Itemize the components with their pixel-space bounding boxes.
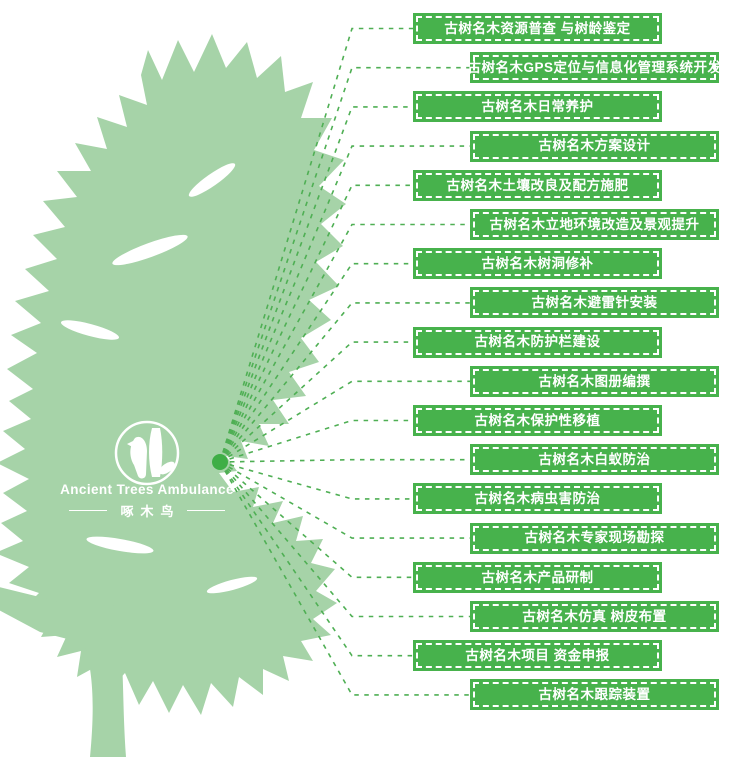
service-banner-border: 古树名木方案设计 — [473, 133, 716, 159]
connector-line-4 — [219, 145, 470, 463]
service-banner-border: 古树名木病虫害防治 — [416, 486, 659, 512]
service-banner-label: 古树名木避雷针安装 — [531, 295, 658, 311]
connector-line-6 — [219, 223, 470, 463]
logo-rule-left — [69, 510, 108, 511]
service-banner-border: 古树名木日常养护 — [416, 94, 659, 120]
service-banner-label: 古树名木白蚁防治 — [538, 451, 651, 467]
service-banner-label: 古树名木方案设计 — [538, 138, 651, 154]
service-banner-border: 古树名木图册编撰 — [473, 368, 716, 394]
service-banner-label: 古树名木GPS定位与信息化管理系统开发 — [467, 59, 722, 75]
service-banner-border: 古树名木资源普查 与树龄鉴定 — [416, 16, 659, 41]
service-banner-10: 古树名木图册编撰 — [470, 365, 719, 397]
service-banner-11: 古树名木保护性移植 — [413, 405, 662, 436]
service-banner-3: 古树名木日常养护 — [413, 91, 662, 123]
service-banner-label: 古树名木日常养护 — [481, 99, 594, 115]
service-banner-border: 古树名木专家现场勘探 — [473, 525, 716, 551]
service-banner-17: 古树名木项目 资金申报 — [413, 640, 662, 672]
service-banner-border: 古树名木防护栏建设 — [416, 329, 659, 355]
service-banner-border: 古树名木树洞修补 — [416, 251, 659, 277]
service-banner-label: 古树名木病虫害防治 — [474, 491, 601, 507]
service-banner-border: 古树名木产品研制 — [416, 564, 659, 590]
service-banner-8: 古树名木避雷针安装 — [470, 287, 719, 319]
service-banner-label: 古树名木产品研制 — [481, 569, 594, 585]
service-banner-6: 古树名木立地环境改造及景观提升 — [470, 209, 719, 240]
service-banner-7: 古树名木树洞修补 — [413, 248, 662, 280]
connector-line-1 — [219, 27, 413, 463]
connector-line-12 — [219, 458, 470, 463]
service-banner-16: 古树名木仿真 树皮布置 — [470, 601, 719, 632]
connector-line-10 — [219, 380, 470, 463]
service-banner-18: 古树名木跟踪装置 — [470, 679, 719, 711]
service-banner-label: 古树名木防护栏建设 — [474, 334, 601, 350]
service-banner-label: 古树名木专家现场勘探 — [524, 530, 665, 546]
service-banner-4: 古树名木方案设计 — [470, 130, 719, 162]
woodpecker-icon — [114, 420, 180, 486]
service-banner-1: 古树名木资源普查 与树龄鉴定 — [413, 13, 662, 44]
service-banner-border: 古树名木保护性移植 — [416, 408, 659, 433]
hub-dot — [212, 454, 228, 470]
service-banner-border: 古树名木跟踪装置 — [473, 682, 716, 708]
connector-lines — [219, 27, 470, 696]
logo-name-cn: 啄木鸟 — [120, 504, 181, 519]
canopy-texture — [60, 163, 258, 594]
tree-branch — [0, 587, 118, 646]
connector-line-5 — [219, 184, 413, 463]
connector-line-16 — [219, 461, 470, 618]
service-banner-5: 古树名木土壤改良及配方施肥 — [413, 169, 662, 201]
service-banner-border: 古树名木立地环境改造及景观提升 — [473, 212, 716, 237]
connector-line-17 — [219, 461, 413, 657]
service-banner-9: 古树名木防护栏建设 — [413, 326, 662, 358]
service-banner-label: 古树名木保护性移植 — [474, 412, 601, 428]
service-banner-label: 古树名木图册编撰 — [538, 373, 651, 389]
service-banner-label: 古树名木跟踪装置 — [538, 687, 651, 703]
service-banner-label: 古树名木土壤改良及配方施肥 — [446, 177, 629, 193]
service-banner-2: 古树名木GPS定位与信息化管理系统开发 — [468, 52, 721, 84]
service-banner-border: 古树名木避雷针安装 — [473, 290, 716, 316]
logo-rule-right — [186, 510, 225, 511]
service-banner-border: 古树名木白蚁防治 — [473, 447, 716, 473]
connector-line-2 — [219, 66, 470, 463]
service-banner-14: 古树名木专家现场勘探 — [470, 522, 719, 554]
service-banner-border: 古树名木GPS定位与信息化管理系统开发 — [468, 55, 721, 81]
service-banner-13: 古树名木病虫害防治 — [413, 483, 662, 515]
service-banner-label: 古树名木资源普查 与树龄鉴定 — [444, 20, 631, 36]
connector-line-14 — [219, 461, 470, 539]
service-banner-12: 古树名木白蚁防治 — [470, 444, 719, 476]
logo-name-en: Ancient Trees Ambulance — [60, 482, 234, 497]
logo-name-cn-row: 啄木鸟 — [47, 501, 247, 520]
service-banner-border: 古树名木土壤改良及配方施肥 — [416, 172, 659, 198]
service-banner-label: 古树名木仿真 树皮布置 — [522, 608, 667, 624]
service-banner-border: 古树名木项目 资金申报 — [416, 643, 659, 669]
service-banner-15: 古树名木产品研制 — [413, 561, 662, 593]
service-banner-label: 古树名木立地环境改造及景观提升 — [489, 216, 700, 232]
service-banner-label: 古树名木树洞修补 — [481, 255, 594, 271]
logo-wordmark: Ancient Trees Ambulance 啄木鸟 — [47, 482, 247, 520]
service-banner-label: 古树名木项目 资金申报 — [465, 647, 610, 663]
service-banner-border: 古树名木仿真 树皮布置 — [473, 604, 716, 629]
tree-canopy — [0, 34, 346, 715]
